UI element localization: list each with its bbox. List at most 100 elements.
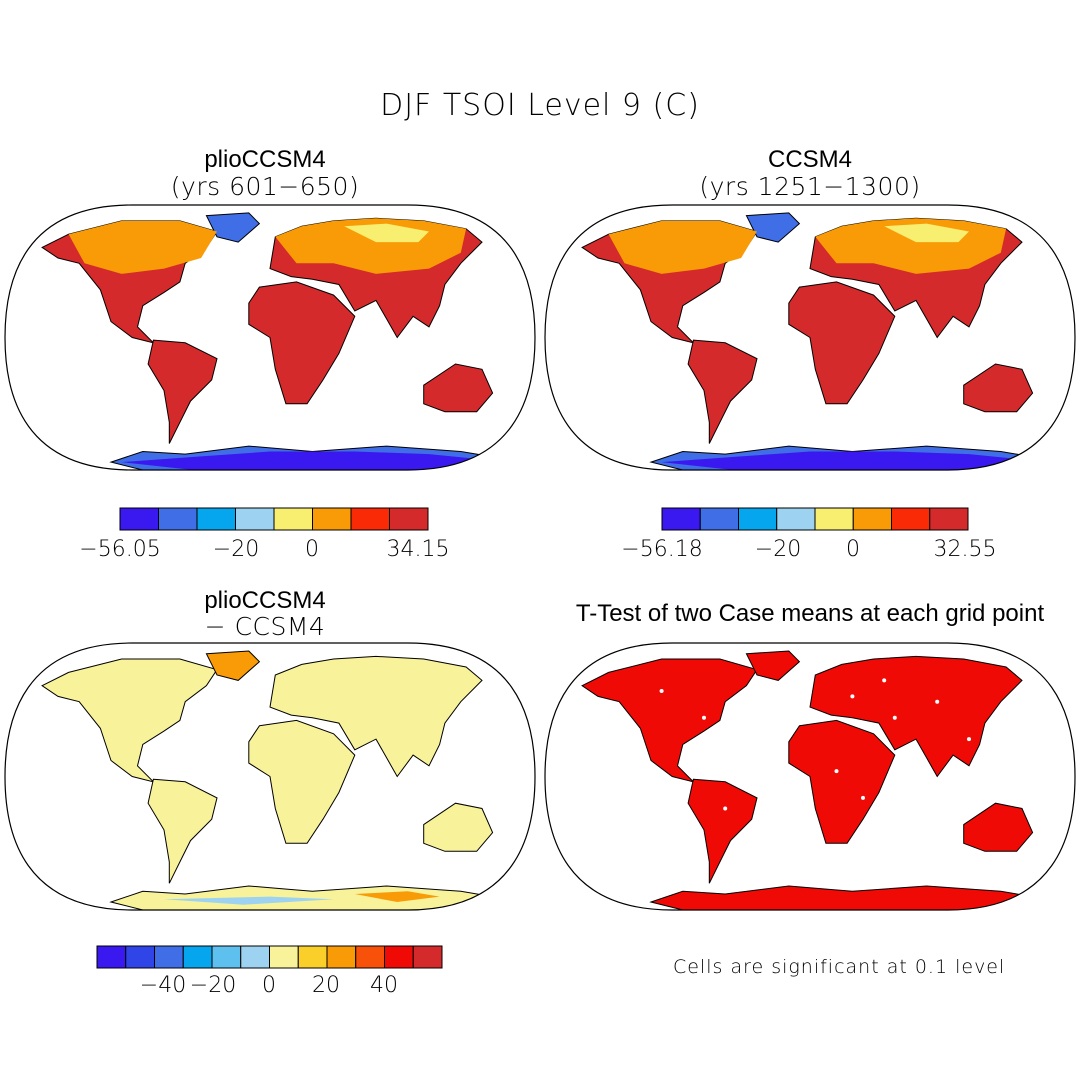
insignificant-cell	[882, 678, 887, 683]
colorbar-swatch	[154, 945, 184, 969]
cb1-label-zero: 0	[305, 537, 319, 562]
landmass-greenland	[745, 650, 801, 681]
landmass-greenland	[205, 212, 261, 243]
map-panel-3	[4, 642, 536, 911]
landmass-africa	[248, 281, 356, 405]
landmass-greenland	[205, 650, 261, 681]
map-frame	[544, 204, 1076, 471]
colorbar-3	[96, 945, 443, 969]
colorbar-swatch	[852, 507, 892, 531]
landmass-antarctica	[649, 885, 1035, 910]
figure-title: DJF TSOI Level 9 (C)	[380, 88, 700, 123]
insignificant-cell	[702, 715, 706, 720]
cb2-label-max: 32.55	[933, 537, 997, 562]
siberia-cold-patch	[344, 223, 429, 243]
colorbar-swatch	[158, 507, 198, 531]
panel1-title: plioCCSM4	[204, 146, 326, 173]
panel4-title: T-Test of two Case means at each grid po…	[575, 600, 1045, 627]
colorbar-swatch	[326, 945, 357, 969]
map-panel-4	[544, 642, 1076, 911]
significance-note: Cells are significant at 0.1 level	[673, 956, 1006, 978]
colorbar-swatch	[355, 945, 385, 969]
landmass-africa	[248, 719, 356, 844]
colorbar-swatch	[240, 945, 270, 969]
colorbar-swatch	[389, 507, 429, 531]
landmass-australia	[963, 363, 1034, 413]
north-america-cool-band	[608, 220, 757, 274]
landmass-southAmerica	[147, 339, 218, 444]
cb3-label-neg40: −40	[139, 973, 187, 998]
colorbar-swatch	[891, 507, 931, 531]
siberia-cold-patch	[884, 223, 969, 243]
map-frame	[544, 642, 1076, 911]
colorbar-swatch	[96, 945, 127, 969]
cb2-label-zero: 0	[846, 537, 860, 562]
colorbar-swatch	[350, 507, 390, 531]
colorbar-swatch	[235, 507, 275, 531]
colorbar-swatch	[211, 945, 242, 969]
colorbar-swatch	[119, 507, 159, 531]
colorbar-swatch	[738, 507, 778, 531]
landmass-africa	[788, 281, 896, 405]
panel2-title: CCSM4	[767, 146, 852, 173]
colorbar-swatch	[273, 507, 313, 531]
insignificant-cell	[935, 699, 940, 704]
colorbar-swatch	[182, 945, 213, 969]
colorbar-swatch	[699, 507, 739, 531]
cb1-label-neg20: −20	[212, 537, 260, 562]
colorbar-swatch	[297, 945, 328, 969]
colorbar-swatch	[384, 945, 414, 969]
landmass-southAmerica	[147, 778, 218, 884]
cb3-label-neg20: −20	[189, 973, 237, 998]
colorbar-swatch	[814, 507, 854, 531]
landmass-australia	[423, 802, 494, 852]
antarctica-core	[121, 451, 482, 470]
panel2-subtitle: (yrs 1251−1300)	[699, 172, 921, 201]
panel3-subtitle: − CCSM4	[204, 612, 326, 641]
insignificant-cell	[850, 694, 855, 699]
landmass-eurasia	[809, 655, 1023, 778]
cb3-label-zero: 0	[262, 973, 276, 998]
landmass-australia	[423, 363, 494, 413]
colorbar-swatch	[412, 945, 443, 969]
landmass-northAmerica	[581, 658, 758, 783]
insignificant-cell	[723, 806, 728, 811]
colorbar-1	[119, 507, 429, 531]
cb3-label-20: 20	[312, 973, 340, 998]
colorbar-swatch	[661, 507, 701, 531]
insignificant-cell	[967, 737, 971, 742]
colorbar-swatch	[269, 945, 299, 969]
cb1-label-max: 34.15	[386, 537, 450, 562]
insignificant-cell	[834, 769, 839, 774]
colorbar-swatch	[776, 507, 816, 531]
map-frame	[4, 204, 536, 471]
colorbar-swatch	[125, 945, 155, 969]
landmass-eurasia	[269, 655, 483, 778]
landmass-southAmerica	[687, 778, 758, 884]
landmass-australia	[963, 802, 1034, 852]
cb2-label-min: −56.18	[621, 537, 703, 562]
insignificant-cell	[892, 715, 897, 720]
colorbar-2	[661, 507, 969, 531]
cb1-label-min: −56.05	[79, 537, 161, 562]
north-america-cool-band	[68, 220, 217, 274]
landmass-africa	[788, 719, 896, 844]
colorbar-swatch	[312, 507, 352, 531]
antarctica-cool-patch	[164, 896, 334, 905]
landmass-southAmerica	[687, 339, 758, 444]
insignificant-cell	[861, 795, 865, 800]
insignificant-cell	[659, 689, 664, 694]
map-panel-2	[544, 204, 1076, 471]
antarctica-warm-patch	[354, 891, 440, 902]
colorbar-swatch	[929, 507, 969, 531]
landmass-northAmerica	[41, 658, 218, 783]
cb2-label-neg20: −20	[754, 537, 802, 562]
map-frame	[4, 642, 536, 911]
panel1-subtitle: (yrs 601−650)	[170, 172, 360, 201]
cb3-label-40: 40	[370, 973, 398, 998]
landmass-greenland	[745, 212, 801, 243]
panel3-title: plioCCSM4	[204, 587, 326, 614]
antarctica-core	[661, 451, 1022, 470]
colorbar-swatch	[196, 507, 236, 531]
